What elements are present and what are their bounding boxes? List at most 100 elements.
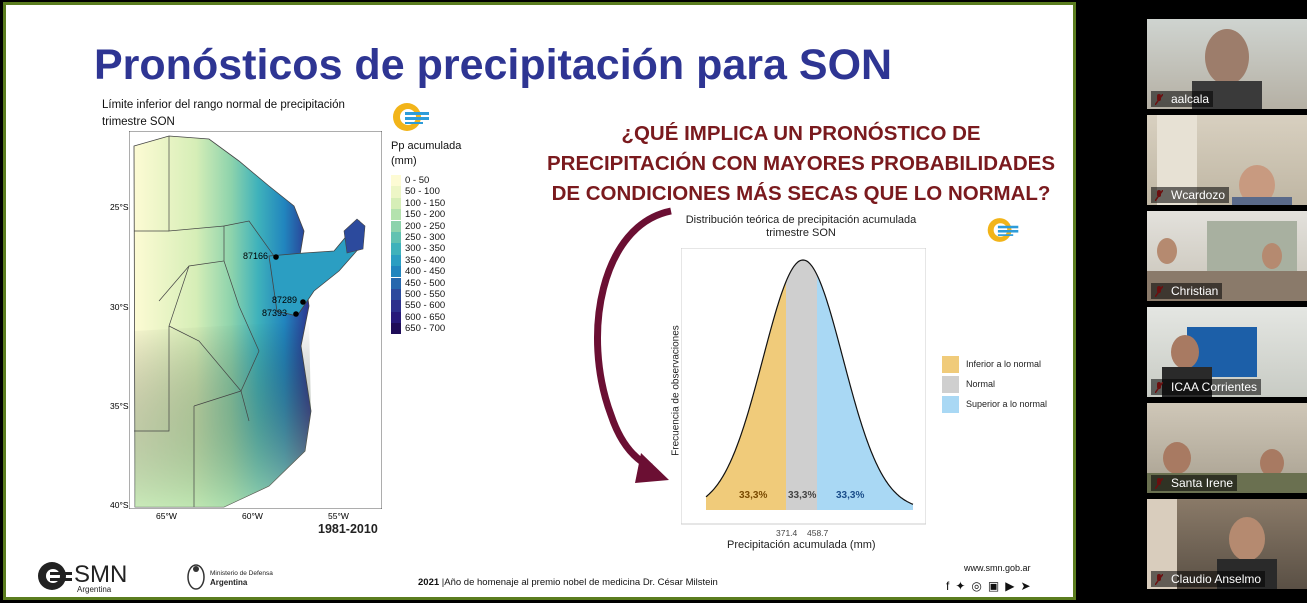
- x-tick: 371.4: [776, 528, 797, 538]
- station-87393: [293, 311, 299, 317]
- legend-label: 650 - 700: [405, 323, 445, 334]
- chart-legend-label: Normal: [966, 379, 995, 389]
- area-normal: [786, 260, 817, 510]
- lat-label: 40°S: [110, 500, 129, 510]
- legend-title: Pp acumulada (mm): [391, 139, 461, 169]
- legend-swatch: [391, 255, 401, 266]
- participant-tile[interactable]: Santa Irene: [1147, 403, 1307, 493]
- legend-item: 200 - 250: [391, 221, 511, 232]
- question-text: ¿QUÉ IMPLICA UN PRONÓSTICO DE PRECIPITAC…: [521, 119, 1081, 209]
- participant-name: aalcala: [1151, 91, 1213, 107]
- chart-legend-label: Inferior a lo normal: [966, 359, 1041, 369]
- legend-swatch: [391, 198, 401, 209]
- lat-label: 25°S: [110, 202, 129, 212]
- participant-tile[interactable]: Wcardozo: [1147, 115, 1307, 205]
- station-87289: [300, 299, 306, 305]
- participant-name: ICAA Corrientes: [1151, 379, 1261, 395]
- legend-swatch: [391, 278, 401, 289]
- legend-swatch: [391, 232, 401, 243]
- legend-item: 0 - 50: [391, 175, 511, 186]
- smn-logo-sub: Argentina: [77, 585, 111, 594]
- twitter-icon: ✦: [955, 579, 971, 593]
- website-label: www.smn.gob.ar: [964, 563, 1031, 573]
- legend-label: 600 - 650: [405, 312, 445, 323]
- station-label-87166: 87166: [243, 251, 268, 261]
- legend-item: 50 - 100: [391, 186, 511, 197]
- legend-swatch: [391, 323, 401, 334]
- legend-item: 650 - 700: [391, 323, 511, 334]
- precipitation-map: [129, 131, 382, 509]
- participant-tile[interactable]: ICAA Corrientes: [1147, 307, 1307, 397]
- chart-emblem-icon: [986, 216, 1020, 244]
- ministry-emblem-icon: [186, 563, 206, 591]
- legend-swatch: [391, 266, 401, 277]
- instagram-icon: ◎: [971, 579, 987, 593]
- legend-item: 300 - 350: [391, 243, 511, 254]
- legend-item: 500 - 550: [391, 289, 511, 300]
- station-label-87289: 87289: [272, 295, 297, 305]
- map-title: Límite inferior del rango normal de prec…: [102, 97, 345, 131]
- legend-label: 550 - 600: [405, 300, 445, 311]
- question-line1: ¿QUÉ IMPLICA UN PRONÓSTICO DE: [521, 119, 1081, 149]
- legend-swatch: [391, 300, 401, 311]
- social-icons: f✦◎▣▶➤: [946, 579, 1037, 593]
- legend-label: 0 - 50: [405, 175, 429, 186]
- legend-label: 50 - 100: [405, 186, 440, 197]
- legend-item: 550 - 600: [391, 300, 511, 311]
- legend-item: 450 - 500: [391, 278, 511, 289]
- ministry-line1: Ministerio de Defensa: [210, 570, 273, 577]
- legend-swatch: [391, 209, 401, 220]
- x-tick: 458.7: [807, 528, 828, 538]
- y-axis-label: Frecuencia de observaciones: [671, 321, 682, 461]
- lon-label: 55°W: [328, 511, 349, 521]
- legend-item: 350 - 400: [391, 255, 511, 266]
- legend-label: 150 - 200: [405, 209, 445, 220]
- legend-swatch: [391, 289, 401, 300]
- lat-label: 35°S: [110, 401, 129, 411]
- participant-tile[interactable]: aalcala: [1147, 19, 1307, 109]
- footer-note: 2021 |Año de homenaje al premio nobel de…: [418, 577, 718, 588]
- chart-legend-swatch: [942, 396, 959, 413]
- station-87166: [273, 254, 279, 260]
- legend-label: 250 - 300: [405, 232, 445, 243]
- legend-item: 150 - 200: [391, 209, 511, 220]
- legend-swatch: [391, 243, 401, 254]
- legend-item: 250 - 300: [391, 232, 511, 243]
- smn-logo-icon: [36, 560, 74, 592]
- chart-legend-swatch: [942, 376, 959, 393]
- chart-title: Distribución teórica de precipitación ac…: [666, 214, 936, 240]
- distribution-chart: [681, 248, 926, 526]
- chart-legend-label: Superior a lo normal: [966, 399, 1047, 409]
- legend-label: 500 - 550: [405, 289, 445, 300]
- pct-superior: 33,3%: [836, 490, 864, 501]
- legend-item: 100 - 150: [391, 198, 511, 209]
- participant-tile[interactable]: Christian: [1147, 211, 1307, 301]
- chart-legend-swatch: [942, 356, 959, 373]
- map-title-line2: trimestre SON: [102, 114, 345, 131]
- legend-title-line1: Pp acumulada: [391, 139, 461, 154]
- pct-inferior: 33,3%: [739, 490, 767, 501]
- station-label-87393: 87393: [262, 308, 287, 318]
- legend-label: 350 - 400: [405, 255, 445, 266]
- slide-title: Pronósticos de precipitación para SON: [94, 41, 892, 90]
- ministry-line2: Argentina: [210, 578, 247, 587]
- participant-name: Wcardozo: [1151, 187, 1229, 203]
- participant-tile[interactable]: Claudio Anselmo: [1147, 499, 1307, 589]
- legend-item: 400 - 450: [391, 266, 511, 277]
- period-label: 1981-2010: [318, 522, 378, 536]
- app-icon: ▣: [988, 579, 1005, 593]
- lon-label: 60°W: [242, 511, 263, 521]
- legend-label: 400 - 450: [405, 266, 445, 277]
- legend-swatch: [391, 312, 401, 323]
- curved-arrow-icon: [581, 205, 681, 490]
- legend-swatch: [391, 175, 401, 186]
- question-line2: PRECIPITACIÓN CON MAYORES PROBABILIDADES: [521, 149, 1081, 179]
- pct-normal: 33,3%: [788, 490, 816, 501]
- x-axis-label: Precipitación acumulada (mm): [727, 539, 876, 551]
- legend-swatch: [391, 186, 401, 197]
- footer-text: |Año de homenaje al premio nobel de medi…: [442, 577, 718, 588]
- footer-year: 2021: [418, 577, 439, 588]
- legend-label: 100 - 150: [405, 198, 445, 209]
- legend-swatch: [391, 221, 401, 232]
- legend-title-line2: (mm): [391, 154, 461, 169]
